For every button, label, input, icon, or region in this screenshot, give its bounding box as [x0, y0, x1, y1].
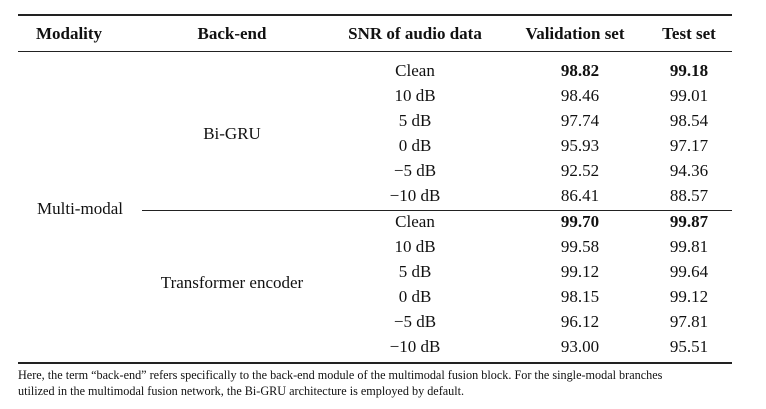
- header-rule: [18, 51, 732, 52]
- footnote-line-2: utilized in the multimodal fusion networ…: [18, 384, 465, 398]
- validation-cell: 98.82: [560, 61, 600, 80]
- test-cell: 94.36: [669, 161, 709, 180]
- test-cell: 95.51: [669, 337, 709, 356]
- validation-cell: 98.46: [560, 86, 600, 105]
- group-divider-rule: [142, 210, 732, 211]
- validation-cell: 99.58: [560, 237, 600, 256]
- test-cell: 99.87: [669, 212, 709, 231]
- snr-cell: −10 dB: [389, 337, 441, 356]
- snr-cell: 0 dB: [398, 287, 432, 306]
- footnote-line-1: Here, the term “back-end” refers specifi…: [18, 368, 663, 382]
- snr-cell: Clean: [395, 212, 435, 231]
- snr-cell: 0 dB: [398, 136, 432, 155]
- validation-cell: 99.70: [560, 212, 600, 231]
- top-rule: [18, 14, 732, 16]
- validation-cell: 98.15: [560, 287, 600, 306]
- backend-label-bigru: Bi-GRU: [203, 124, 261, 143]
- header-snr: SNR of audio data: [348, 24, 482, 43]
- test-cell: 97.17: [669, 136, 709, 155]
- test-cell: 99.12: [669, 287, 709, 306]
- snr-cell: 10 dB: [394, 237, 436, 256]
- validation-cell: 97.74: [560, 111, 600, 130]
- validation-cell: 86.41: [560, 186, 600, 205]
- bottom-rule: [18, 362, 732, 364]
- snr-cell: −10 dB: [389, 186, 441, 205]
- test-cell: 97.81: [669, 312, 709, 331]
- header-validation-set: Validation set: [525, 24, 625, 43]
- header-test-set: Test set: [662, 24, 716, 43]
- snr-cell: 10 dB: [394, 86, 436, 105]
- test-cell: 99.81: [669, 237, 709, 256]
- snr-cell: 5 dB: [398, 262, 432, 281]
- validation-cell: 96.12: [560, 312, 600, 331]
- validation-cell: 99.12: [560, 262, 600, 281]
- snr-cell: −5 dB: [393, 312, 437, 331]
- validation-cell: 95.93: [560, 136, 600, 155]
- table-footnote: Here, the term “back-end” refers specifi…: [18, 367, 748, 399]
- header-backend: Back-end: [197, 24, 267, 43]
- validation-cell: 93.00: [560, 337, 600, 356]
- snr-cell: −5 dB: [393, 161, 437, 180]
- snr-cell: 5 dB: [398, 111, 432, 130]
- test-cell: 99.01: [669, 86, 709, 105]
- header-modality: Modality: [35, 24, 103, 43]
- test-cell: 98.54: [669, 111, 709, 130]
- modality-label: Multi-modal: [37, 199, 123, 218]
- validation-cell: 92.52: [560, 161, 600, 180]
- test-cell: 99.18: [669, 61, 709, 80]
- backend-label-transformer: Transformer encoder: [160, 273, 304, 292]
- test-cell: 99.64: [669, 262, 709, 281]
- snr-cell: Clean: [395, 61, 435, 80]
- test-cell: 88.57: [669, 186, 709, 205]
